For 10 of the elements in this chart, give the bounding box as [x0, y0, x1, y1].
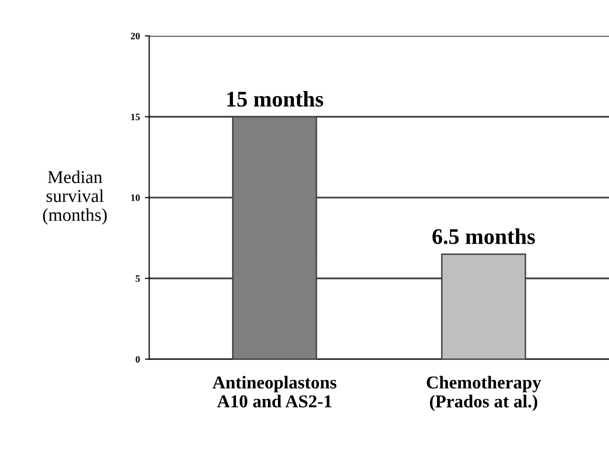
data-label: 6.5 months	[432, 228, 535, 244]
y-tick-label: 0	[136, 356, 140, 363]
y-tick-label: 5	[136, 275, 140, 282]
y-tick-label: 20	[130, 32, 140, 40]
y-tick-label: 15	[131, 114, 140, 120]
y-axis-title: Median survival (months)	[43, 170, 107, 225]
y-tick-label: 10	[131, 194, 140, 202]
x-tick-label: Antineoplastons A10 and AS2-1	[212, 376, 336, 408]
data-label: 15 months	[227, 91, 324, 107]
x-tick-label: Chemotherapy (Prados at al.)	[426, 376, 542, 412]
